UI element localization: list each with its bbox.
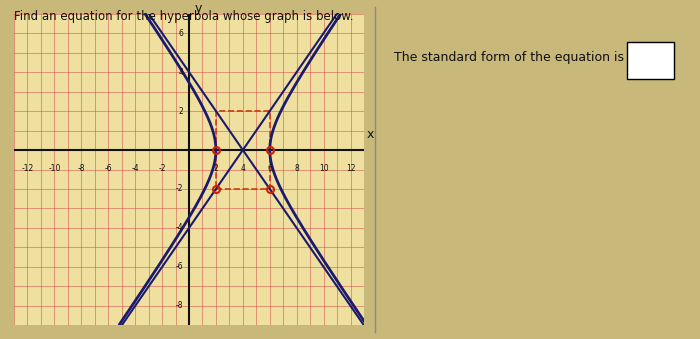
Text: -6: -6 [104,164,112,173]
Text: 4: 4 [178,67,183,77]
Text: -2: -2 [176,184,183,194]
Text: 8: 8 [294,164,299,173]
Text: 12: 12 [346,164,356,173]
Text: -12: -12 [21,164,34,173]
Text: 6: 6 [178,28,183,38]
Text: 6: 6 [267,164,272,173]
Text: -4: -4 [176,223,183,233]
Text: x: x [367,128,374,141]
Text: Find an equation for the hyperbola whose graph is below.: Find an equation for the hyperbola whose… [14,10,354,23]
Text: -8: -8 [176,301,183,311]
FancyBboxPatch shape [627,42,674,79]
Text: -4: -4 [132,164,139,173]
Text: -10: -10 [48,164,61,173]
Text: -6: -6 [176,262,183,272]
Text: 10: 10 [318,164,328,173]
Text: The standard form of the equation is: The standard form of the equation is [393,51,624,64]
Text: 2: 2 [214,164,218,173]
Text: 4: 4 [240,164,245,173]
Text: -2: -2 [158,164,166,173]
Text: 2: 2 [179,106,183,116]
Text: y: y [195,2,202,15]
Text: -8: -8 [78,164,85,173]
